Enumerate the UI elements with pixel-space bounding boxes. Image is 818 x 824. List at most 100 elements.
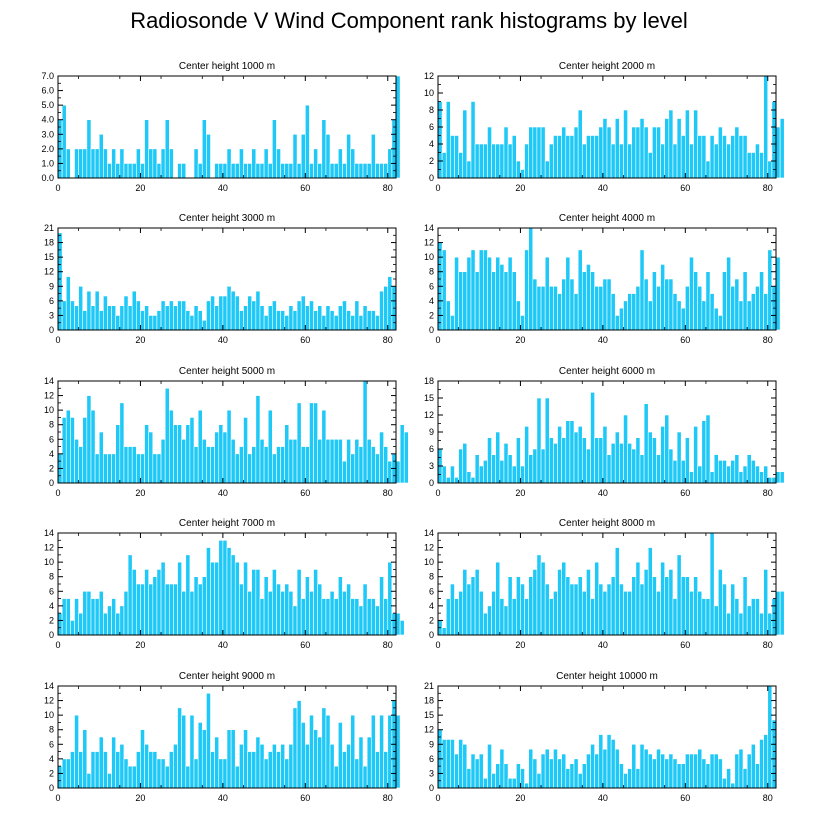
histogram-bar — [214, 736, 220, 789]
histogram-bar — [722, 460, 727, 484]
histogram-bar — [148, 431, 154, 484]
histogram-bar — [321, 598, 327, 636]
histogram-bar — [177, 163, 182, 179]
histogram-bar — [177, 300, 182, 331]
histogram-bar — [206, 692, 211, 789]
y-tick-label: 2.0 — [41, 144, 54, 154]
histogram-bar — [730, 460, 736, 484]
histogram-bar — [280, 163, 286, 179]
histogram-bar — [333, 438, 339, 484]
histogram-bar — [383, 598, 389, 636]
histogram-bar — [528, 576, 534, 636]
x-tick-label: 0 — [55, 488, 60, 498]
histogram-bar — [491, 271, 497, 331]
y-tick-label: 0 — [429, 325, 434, 335]
y-tick-label: 4 — [429, 601, 434, 611]
histogram-bar — [450, 465, 455, 484]
histogram-bar — [668, 569, 674, 636]
histogram-bar — [507, 576, 513, 636]
histogram-bar — [685, 109, 690, 179]
histogram-bar — [767, 160, 773, 179]
histogram-bar — [107, 773, 112, 789]
histogram-bar — [329, 590, 335, 636]
histogram-bar — [333, 598, 339, 636]
histogram-bar — [660, 264, 666, 331]
histogram-bar — [90, 305, 96, 331]
histogram-bar — [156, 453, 162, 484]
histogram-bar — [652, 271, 657, 331]
histogram-bar — [366, 163, 372, 179]
histogram-bar — [779, 471, 785, 484]
histogram-bar — [689, 471, 694, 484]
histogram-bar — [553, 443, 558, 484]
histogram-bar — [152, 315, 158, 331]
histogram-bar — [656, 748, 661, 789]
histogram-bar — [247, 453, 253, 484]
histogram-bar — [491, 590, 497, 636]
x-tick-label: 80 — [383, 335, 393, 345]
histogram-bar — [656, 126, 661, 179]
histogram-bar — [750, 460, 756, 484]
histogram-bar — [136, 751, 141, 789]
histogram-bar — [689, 590, 694, 636]
histogram-bar — [548, 143, 554, 179]
histogram-bar — [181, 714, 187, 789]
histogram-panel: Center height 10000 m 0 3 6 9 12 15 18 21 0 20 40 60… — [424, 671, 777, 803]
histogram-bar — [544, 583, 550, 636]
histogram-bar — [300, 133, 306, 179]
histogram-bar — [602, 118, 608, 179]
histogram-bar — [144, 569, 149, 636]
histogram-bar — [606, 734, 612, 789]
histogram-bar — [313, 402, 318, 484]
histogram-bar — [251, 446, 257, 484]
histogram-bar — [181, 163, 187, 179]
histogram-bar — [635, 561, 641, 636]
histogram-bar — [639, 249, 645, 331]
histogram-bar — [164, 387, 170, 484]
histogram-bar — [573, 431, 579, 484]
histogram-bar — [168, 409, 174, 484]
histogram-bar — [243, 729, 248, 789]
histogram-bar — [350, 714, 356, 789]
y-tick-label: 6 — [49, 296, 54, 306]
histogram-bar — [602, 748, 608, 789]
x-tick-label: 60 — [300, 488, 310, 498]
histogram-bar — [214, 163, 220, 179]
histogram-bar — [94, 290, 100, 331]
histogram-bar — [317, 163, 323, 179]
histogram-bar — [474, 271, 480, 331]
y-tick-label: 8 — [429, 572, 434, 582]
histogram-bar — [98, 736, 104, 789]
histogram-bar — [305, 305, 310, 331]
histogram-bar — [313, 148, 318, 179]
histogram-bar — [594, 561, 600, 636]
histogram-bar — [557, 569, 562, 636]
histogram-bar — [709, 471, 715, 484]
histogram-bar — [123, 758, 129, 789]
histogram-bar — [156, 163, 162, 179]
x-tick-label: 60 — [680, 488, 690, 498]
histogram-bar — [140, 583, 145, 636]
histogram-bar — [565, 768, 571, 789]
histogram-bar — [470, 477, 476, 484]
histogram-bar — [503, 605, 509, 636]
histogram-bar — [614, 118, 620, 179]
histogram-bar — [272, 743, 277, 789]
histogram-bar — [548, 437, 554, 484]
histogram-bar — [606, 126, 612, 179]
histogram-bar — [668, 753, 674, 789]
histogram-bar — [234, 453, 240, 484]
histogram-bar — [685, 576, 690, 636]
x-tick-label: 40 — [218, 335, 228, 345]
histogram-bar — [581, 763, 587, 789]
histogram-bar — [255, 736, 261, 789]
histogram-bar — [767, 477, 773, 484]
histogram-bar — [288, 590, 294, 636]
histogram-bar — [536, 397, 542, 484]
histogram-bar — [734, 126, 740, 179]
histogram-bar — [239, 310, 244, 331]
y-tick-label: 5.0 — [41, 100, 54, 110]
histogram-bar — [581, 271, 587, 331]
histogram-bar — [532, 126, 538, 179]
histogram-bar — [775, 256, 781, 331]
